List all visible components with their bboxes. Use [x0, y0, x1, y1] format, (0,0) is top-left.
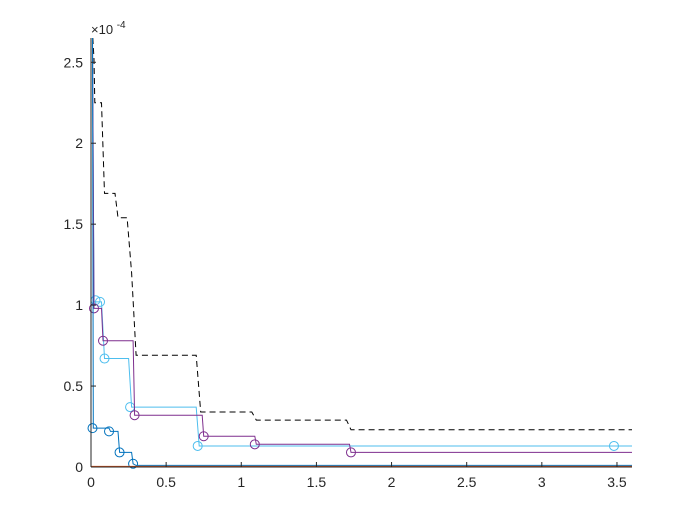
series-1-marker	[192, 440, 203, 451]
y-tick-label: 0.5	[64, 378, 84, 394]
series-3-marker	[104, 426, 115, 437]
axes-layer	[90, 38, 632, 468]
series-2-marker	[198, 431, 209, 442]
series-line-1	[92, 37, 632, 447]
series-1-marker	[99, 353, 110, 364]
y-tick-label: 1	[75, 297, 83, 313]
x-tick-label: 3.5	[607, 474, 627, 490]
y-multiplier-base: ×10	[91, 22, 113, 37]
series-2-marker	[345, 447, 356, 458]
y-ticks: 0 0.5 1 1.5 2 2.5	[64, 54, 96, 475]
y-tick-label: 0	[75, 459, 83, 475]
series-line-0	[92, 37, 632, 431]
series-2-marker	[89, 303, 100, 314]
series-layer	[87, 37, 632, 469]
y-tick-label: 2.5	[64, 54, 84, 70]
series-line-2	[92, 37, 632, 453]
x-tick-label: 0	[87, 474, 95, 490]
y-tick-label: 1.5	[64, 216, 84, 232]
x-ticks: 0 0.5 1 1.5 2 2.5 3 3.5	[87, 462, 627, 490]
x-tick-label: 0.5	[156, 474, 176, 490]
series-1-marker	[608, 440, 619, 451]
y-multiplier-exponent: -4	[117, 20, 126, 31]
series-line-3	[92, 37, 632, 466]
x-tick-label: 2	[388, 474, 396, 490]
series-2-marker	[249, 439, 260, 450]
series-3-marker	[114, 447, 125, 458]
series-3-marker	[87, 423, 98, 434]
x-tick-label: 3	[538, 474, 546, 490]
x-tick-label: 2.5	[457, 474, 477, 490]
series-1-marker	[95, 296, 106, 307]
y-multiplier: ×10 -4	[91, 20, 126, 37]
series-3-marker	[128, 458, 139, 469]
series-2-marker	[98, 335, 109, 346]
series-2-marker	[129, 410, 140, 421]
y-tick-label: 2	[75, 135, 83, 151]
x-tick-label: 1	[237, 474, 245, 490]
x-tick-label: 1.5	[307, 474, 327, 490]
